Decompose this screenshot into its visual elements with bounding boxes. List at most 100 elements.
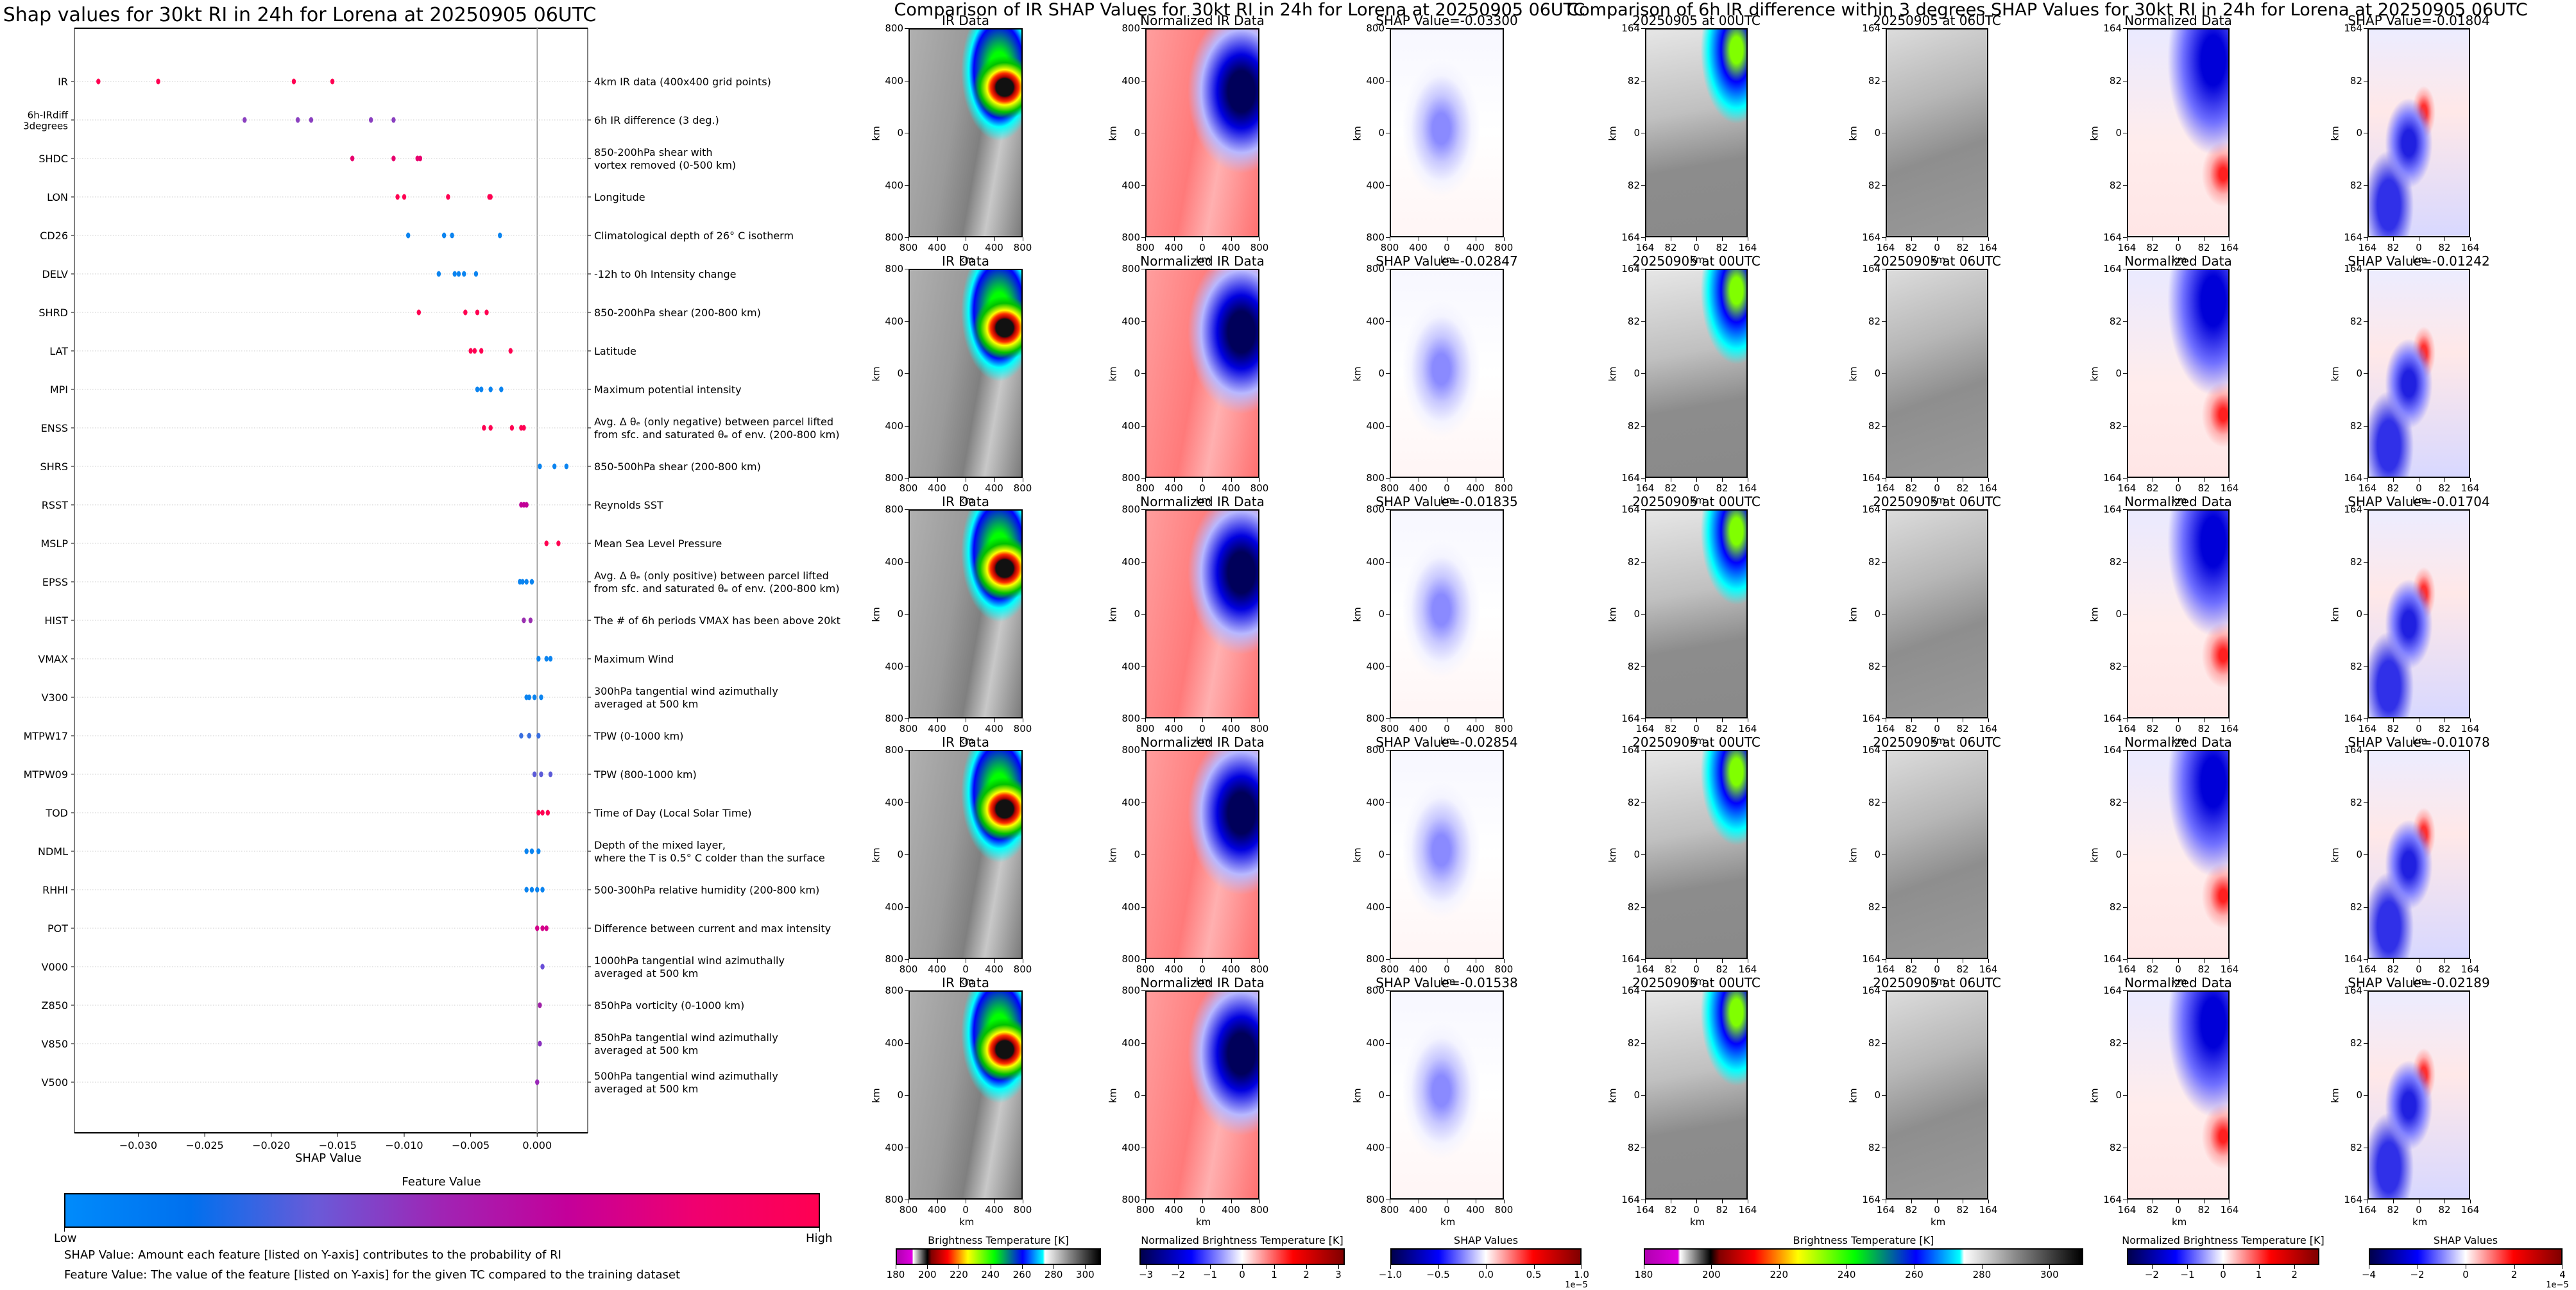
x-tick-mark <box>994 959 995 963</box>
shap-point-ir <box>291 78 296 85</box>
x-tick-label: 400 <box>1466 1204 1485 1216</box>
x-tick-mark <box>1988 237 1989 241</box>
y-tick-label: 82 <box>2350 315 2362 327</box>
y-tick-label: 800 <box>885 985 903 996</box>
colorbar-tick-mark <box>1146 1265 1147 1269</box>
x-axis-label: km <box>1690 254 1705 266</box>
y-tick-label: 800 <box>1366 744 1385 756</box>
y-tick-mark <box>1141 718 1145 719</box>
x-tick-mark <box>1937 718 1938 722</box>
y-tick-label: 400 <box>1122 1141 1140 1153</box>
y-axis-label: km <box>1107 126 1119 141</box>
y-tick-label: 82 <box>2350 796 2362 808</box>
heatmap-image-d00 <box>1645 990 1748 1200</box>
x-tick-mark <box>2178 1200 2179 1203</box>
y-tick-label: 164 <box>1862 472 1881 484</box>
y-tick-mark <box>905 321 908 322</box>
x-tick-label: 82 <box>1716 963 1728 975</box>
y-tick-label: 164 <box>1621 472 1640 484</box>
colorbar-tick-label: −1.0 <box>1378 1269 1403 1280</box>
x-tick-mark <box>2178 237 2179 241</box>
x-tick-label: 0 <box>2175 482 2181 494</box>
feature-description-label: vortex removed (0-500 km) <box>594 159 736 171</box>
panel-title: 20250905 at 00UTC <box>1632 975 1761 990</box>
y-axis-label: km <box>2088 366 2101 382</box>
y-tick-label: 0 <box>1633 849 1640 860</box>
feature-name-label: V850 <box>42 1038 68 1050</box>
shap-point-delv <box>452 271 457 277</box>
x-tick-mark <box>1645 959 1646 963</box>
heatmap-image-norm <box>1145 509 1259 718</box>
y-tick-label: 164 <box>2344 985 2362 996</box>
x-tick-label: 400 <box>1409 242 1428 253</box>
y-tick-label: 164 <box>1621 22 1640 34</box>
x-axis-label: km <box>1440 254 1456 266</box>
heatmap-image-norm <box>1145 750 1259 959</box>
shap-point-lat <box>479 348 484 354</box>
feature-description-label: TPW (800-1000 km) <box>593 768 697 781</box>
heatmap-image-shap <box>1390 509 1504 718</box>
shap-value-title: SHAP Value=-0.02854 <box>1376 734 1518 750</box>
shap-value-title: SHAP Value=-0.01078 <box>2348 734 2490 750</box>
x-tick-mark <box>2127 959 2128 963</box>
feature-description-label: The # of 6h periods VMAX has been above … <box>593 615 840 627</box>
y-tick-mark <box>1641 1095 1645 1096</box>
y-tick-mark <box>1641 237 1645 238</box>
shap-point-lat <box>472 348 477 354</box>
feature-description-label: where the T is 0.5° C colder than the su… <box>594 852 825 864</box>
x-tick-label: 400 <box>1222 242 1240 253</box>
x-tick-label: 82 <box>2387 723 2400 734</box>
y-tick-label: 800 <box>885 504 903 515</box>
x-tick-mark <box>2178 718 2179 722</box>
y-tick-mark <box>905 614 908 615</box>
y-tick-label: 164 <box>1621 232 1640 243</box>
x-tick-label: 164 <box>2220 1204 2239 1216</box>
y-tick-mark <box>2123 425 2127 427</box>
colorbar-gradient <box>1644 1248 2083 1265</box>
y-axis-label: km <box>1351 126 1363 141</box>
shap-point-mslp <box>544 540 549 547</box>
x-tick-label: −0.020 <box>252 1139 290 1151</box>
y-tick-label: 800 <box>1366 985 1385 996</box>
y-tick-mark <box>1141 666 1145 667</box>
y-tick-label: 0 <box>1134 127 1140 139</box>
y-tick-mark <box>1882 185 1886 186</box>
y-tick-mark <box>1882 959 1886 960</box>
x-tick-mark <box>2470 1200 2471 1203</box>
x-tick-label: 82 <box>2387 242 2400 253</box>
y-tick-label: 400 <box>1366 420 1385 432</box>
y-tick-label: 800 <box>1122 263 1140 275</box>
y-tick-label: 164 <box>2344 504 2362 515</box>
y-tick-label: 82 <box>1627 660 1640 672</box>
y-tick-mark <box>1141 990 1145 991</box>
y-tick-label: 0 <box>2115 1089 2122 1101</box>
y-tick-mark <box>1141 561 1145 563</box>
shap-point-shrs <box>538 463 542 470</box>
irdiff-comparison-title: Comparison of 6h IR difference within 3 … <box>1567 0 2528 20</box>
x-tick-mark <box>2367 1200 2368 1203</box>
x-tick-mark <box>1937 237 1938 241</box>
y-tick-mark <box>905 990 908 991</box>
x-tick-label: 800 <box>1494 723 1514 734</box>
y-tick-label: 82 <box>2109 1037 2122 1049</box>
shap-point-v850 <box>538 1040 542 1047</box>
x-tick-mark <box>908 478 909 482</box>
x-tick-label: 82 <box>2387 482 2400 494</box>
y-tick-label: 800 <box>885 472 903 484</box>
x-tick-label: 800 <box>1013 963 1032 975</box>
y-tick-mark <box>1141 321 1145 322</box>
feature-description-label: Time of Day (Local Solar Time) <box>593 807 751 819</box>
shap-point-6h-irdiff <box>243 117 247 123</box>
colorbar-tick-high <box>819 1228 820 1232</box>
y-tick-label: 400 <box>885 179 903 191</box>
x-tick-label: 400 <box>928 723 946 734</box>
x-tick-label: 164 <box>2117 482 2137 494</box>
x-tick-mark <box>2367 718 2368 722</box>
y-tick-mark <box>2123 1042 2127 1044</box>
y-tick-label: 800 <box>1122 744 1140 756</box>
x-tick-label: 164 <box>2358 963 2377 975</box>
y-axis-label: km <box>870 126 882 141</box>
shap-point-ndml <box>524 848 529 854</box>
y-tick-mark <box>1641 509 1645 510</box>
colorbar-tick-label: 220 <box>950 1269 968 1280</box>
